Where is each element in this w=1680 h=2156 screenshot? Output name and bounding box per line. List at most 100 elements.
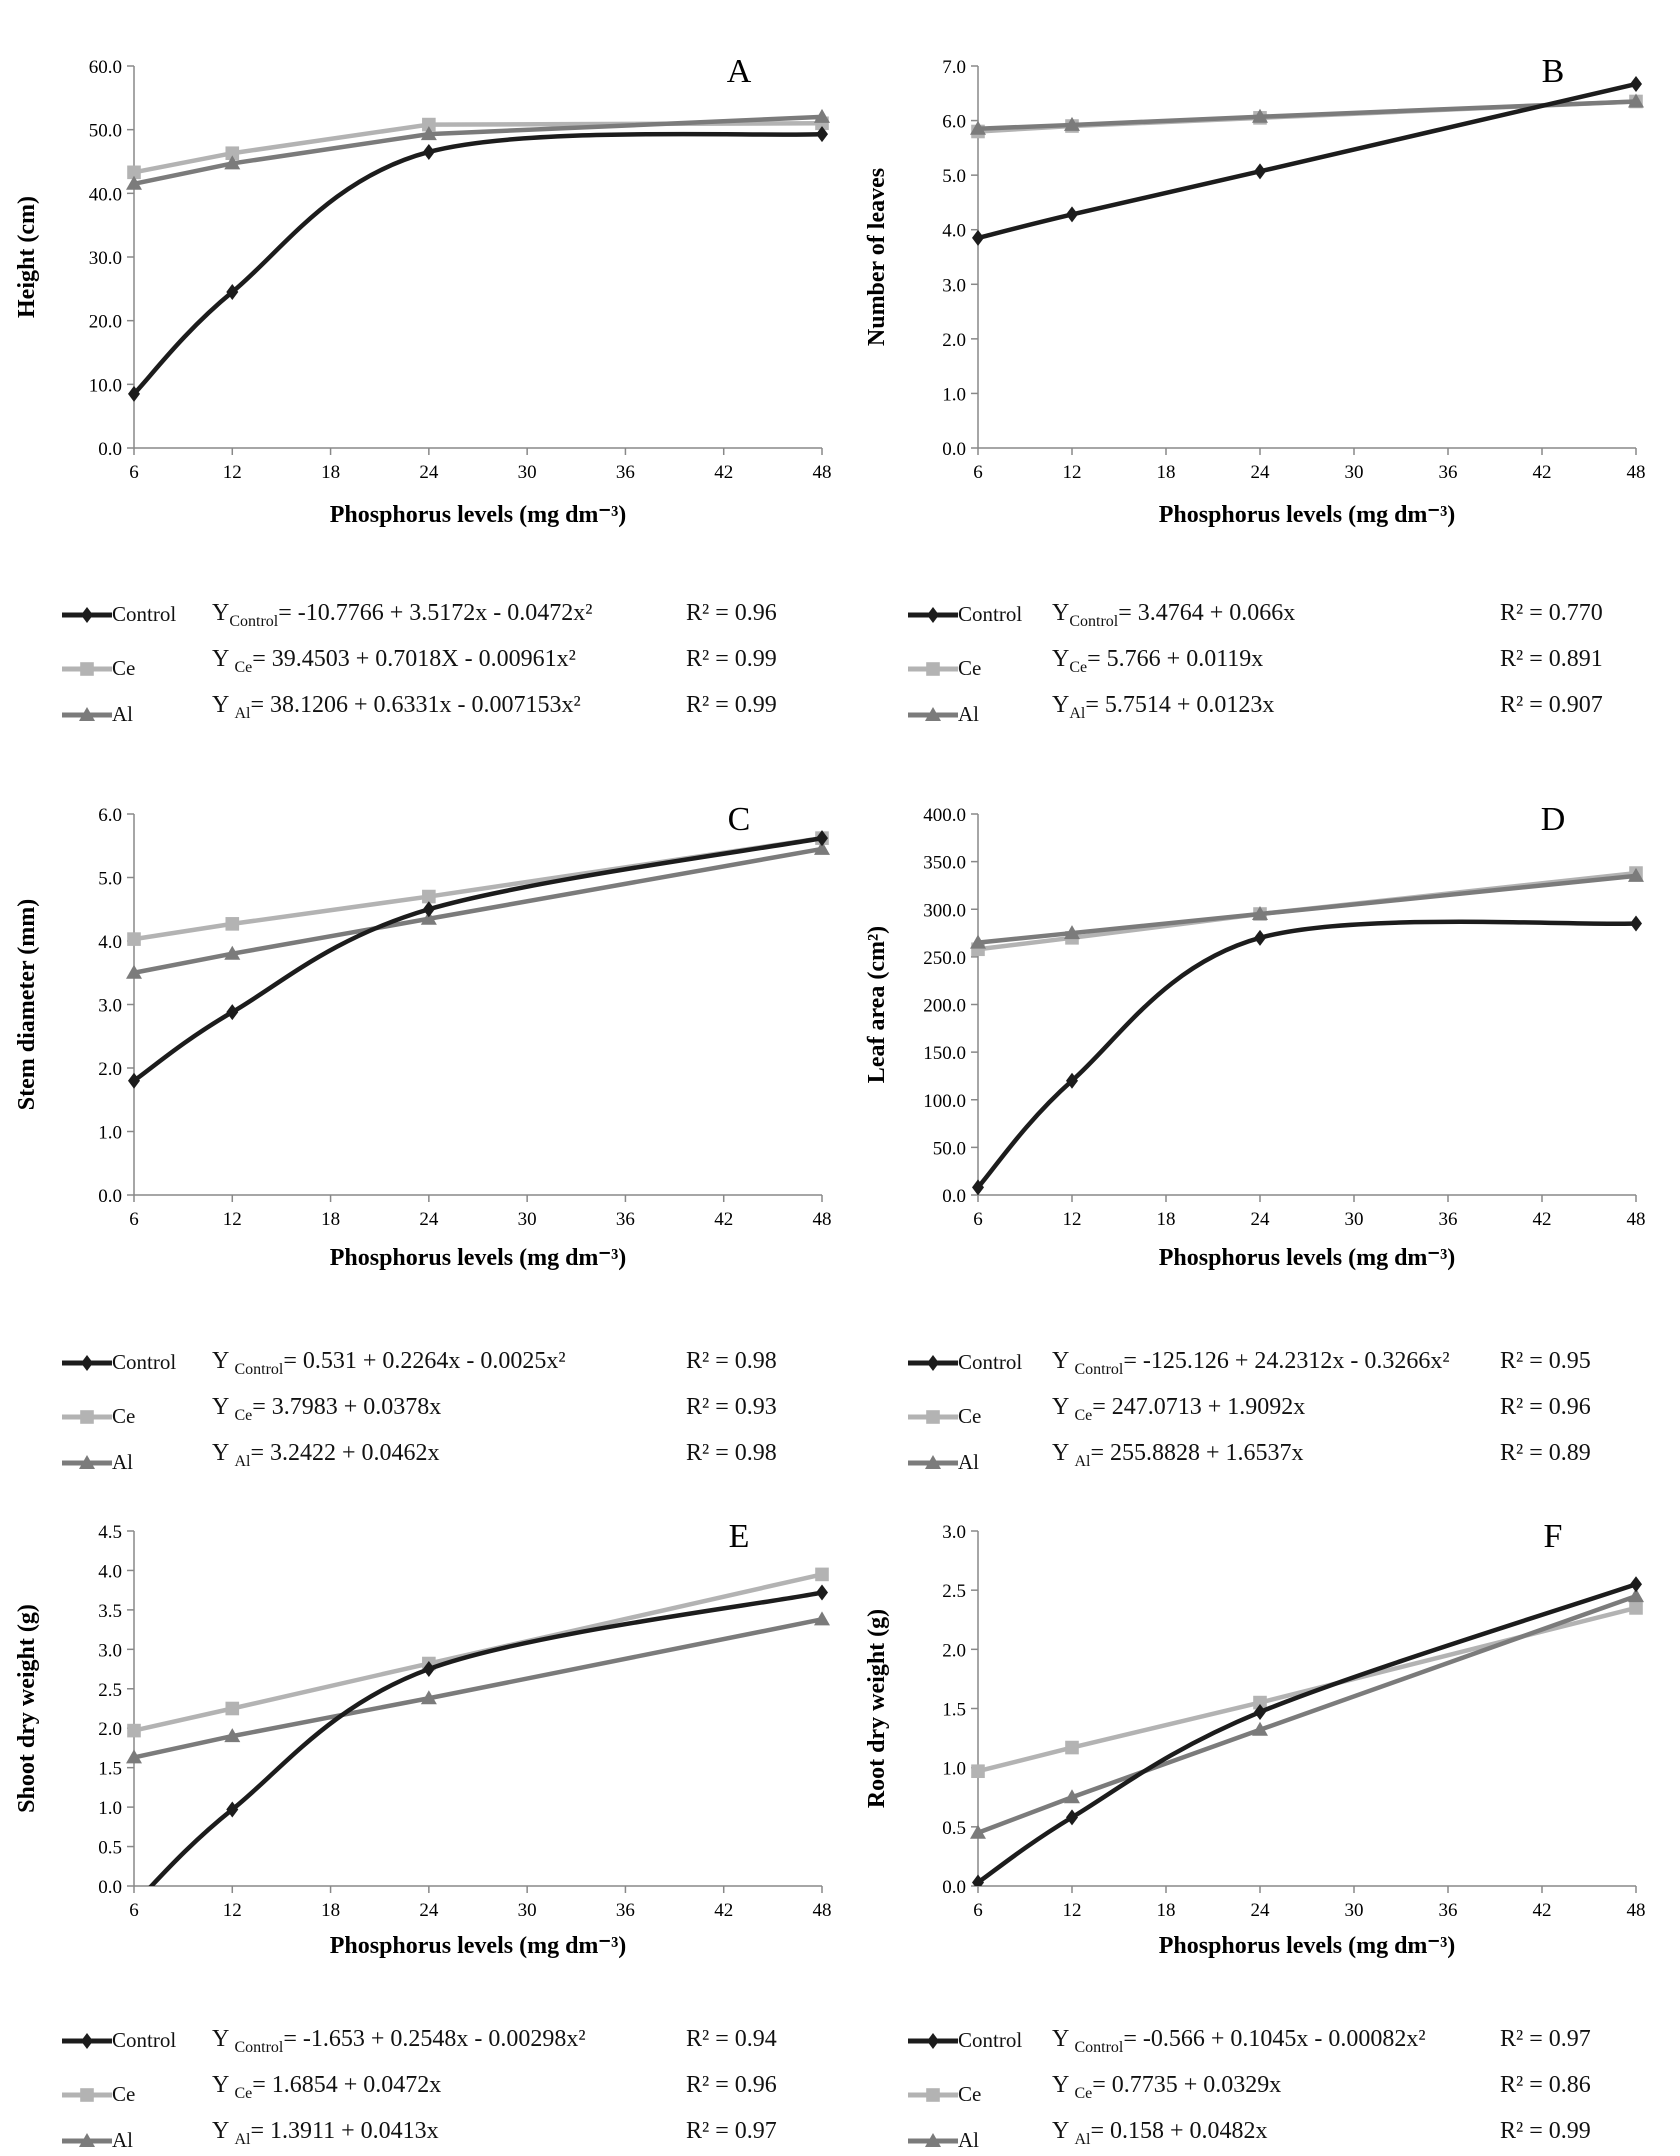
series-line xyxy=(977,99,1637,132)
regression-equation: Y Al= 38.1206 + 0.6331x - 0.007153x² xyxy=(212,692,581,723)
r-squared: R² = 0.891 xyxy=(1500,646,1603,672)
legend-diamond-icon xyxy=(927,2033,939,2049)
data-point xyxy=(226,284,239,301)
y-tick-label: 60.0 xyxy=(89,57,122,78)
y-axis-title: Number of leaves xyxy=(864,168,890,346)
data-point xyxy=(816,830,828,847)
x-tick-label: 12 xyxy=(223,462,242,483)
y-tick-label: 6.0 xyxy=(942,112,966,133)
series-line xyxy=(133,1617,823,1760)
series-line xyxy=(133,1572,823,1733)
y-tick-label: 2.0 xyxy=(942,330,966,351)
eq-subscript: Control xyxy=(234,1360,284,1378)
eq-body: = -10.7766 + 3.5172x - 0.0472x² xyxy=(278,600,593,626)
regression-equation: YAl= 5.7514 + 0.0123x xyxy=(1052,692,1274,723)
y-tick-label: 400.0 xyxy=(923,805,966,826)
y-tick-label: 6.0 xyxy=(98,805,122,826)
eq-y: Y xyxy=(212,2026,235,2052)
legend-label: Al xyxy=(958,702,979,726)
eq-y: Y xyxy=(1052,1394,1075,1420)
y-axis-title: Root dry weight (g) xyxy=(864,1609,890,1808)
eq-subscript: Control xyxy=(1074,1360,1124,1378)
legend-label: Ce xyxy=(958,1404,982,1428)
series-control xyxy=(128,830,828,1089)
legend-marker xyxy=(62,1455,112,1469)
r-squared: R² = 0.89 xyxy=(1500,1440,1591,1466)
eq-subscript: Ce xyxy=(1074,2084,1093,2102)
x-tick-label: 36 xyxy=(616,1209,635,1230)
eq-subscript: Al xyxy=(234,2130,251,2148)
legend-marker xyxy=(62,1410,112,1424)
series-line xyxy=(148,1590,823,1886)
data-point xyxy=(127,1723,141,1738)
y-axis-title: Shoot dry weight (g) xyxy=(14,1604,40,1813)
legend-label: Ce xyxy=(958,656,982,680)
regression-equation: Y Ce= 0.7735 + 0.0329x xyxy=(1052,2072,1281,2103)
data-point xyxy=(422,117,436,132)
y-tick-label: 3.0 xyxy=(98,1640,122,1661)
x-tick-label: 24 xyxy=(1251,1900,1271,1921)
x-tick-label: 24 xyxy=(419,1900,439,1921)
y-tick-label: 30.0 xyxy=(89,248,122,269)
y-axis-title: Leaf area (cm²) xyxy=(864,926,890,1083)
data-point xyxy=(814,840,830,855)
r-squared: R² = 0.770 xyxy=(1500,600,1603,626)
eq-subscript: Control xyxy=(1074,2038,1124,2056)
data-point xyxy=(225,1701,240,1716)
x-tick-label: 12 xyxy=(1063,1900,1082,1921)
eq-body: = 0.7735 + 0.0329x xyxy=(1092,2072,1282,2098)
legend-triangle-icon xyxy=(79,1455,95,1469)
series-control xyxy=(972,1576,1642,1886)
r-squared: R² = 0.97 xyxy=(1500,2026,1591,2052)
x-tick-label: 24 xyxy=(1251,1209,1271,1230)
eq-y: Y xyxy=(212,1348,235,1374)
regression-equation: Y Al= 255.8828 + 1.6537x xyxy=(1052,1440,1304,1471)
y-tick-label: 0.5 xyxy=(942,1818,966,1839)
eq-body: = 0.531 + 0.2264x - 0.0025x² xyxy=(283,1348,566,1374)
data-point xyxy=(815,1567,829,1582)
y-tick-label: 50.0 xyxy=(89,121,122,142)
data-point xyxy=(422,889,436,904)
data-point xyxy=(970,1824,986,1839)
y-tick-label: 20.0 xyxy=(89,312,122,333)
data-point xyxy=(972,1874,984,1886)
eq-body: = 1.6854 + 0.0472x xyxy=(252,2072,442,2098)
regression-equation: Y Control= -1.653 + 0.2548x - 0.00298x² xyxy=(212,2026,586,2057)
x-tick-label: 36 xyxy=(616,462,635,483)
regression-equation: Y Control= -125.126 + 24.2312x - 0.3266x… xyxy=(1052,1348,1450,1379)
legend-label: Ce xyxy=(112,2082,136,2106)
legend-square-icon xyxy=(926,1410,940,1424)
legend-label: Al xyxy=(112,2128,133,2152)
x-tick-label: 6 xyxy=(973,1900,983,1921)
data-point xyxy=(225,146,240,161)
data-point xyxy=(1066,1809,1078,1826)
legend-marker xyxy=(62,2133,112,2147)
eq-body: = -125.126 + 24.2312x - 0.3266x² xyxy=(1123,1348,1450,1374)
x-axis-title: Phosphorus levels (mg dm⁻³) xyxy=(330,1245,627,1271)
data-point xyxy=(1630,76,1642,93)
legend-marker xyxy=(908,2088,958,2102)
regression-equation: Y Al= 3.2422 + 0.0462x xyxy=(212,1440,440,1471)
data-point xyxy=(816,126,828,143)
regression-equation: YControl= -10.7766 + 3.5172x - 0.0472x² xyxy=(212,600,592,631)
eq-body: = 0.158 + 0.0482x xyxy=(1090,2118,1268,2144)
panel-letter: E xyxy=(729,1518,750,1555)
legend-label: Al xyxy=(958,2128,979,2152)
panel-letter: A xyxy=(727,53,752,90)
x-tick-label: 6 xyxy=(129,462,139,483)
x-tick-label: 30 xyxy=(518,1900,537,1921)
eq-body: = 39.4503 + 0.7018X - 0.00961x² xyxy=(252,646,576,672)
regression-equation: Y Ce= 39.4503 + 0.7018X - 0.00961x² xyxy=(212,646,576,677)
eq-body: = -1.653 + 0.2548x - 0.00298x² xyxy=(283,2026,586,2052)
y-tick-label: 50.0 xyxy=(933,1138,966,1159)
y-tick-label: 1.5 xyxy=(98,1759,122,1780)
x-axis-title: Phosphorus levels (mg dm⁻³) xyxy=(1159,502,1456,528)
y-tick-label: 0.0 xyxy=(98,1877,122,1898)
regression-equation: YControl= 3.4764 + 0.066x xyxy=(1052,600,1295,631)
data-point xyxy=(226,1004,239,1021)
x-axis-title: Phosphorus levels (mg dm⁻³) xyxy=(330,1933,627,1959)
legend-triangle-icon xyxy=(79,707,95,721)
eq-subscript: Ce xyxy=(234,1406,253,1424)
series-line xyxy=(976,919,1637,1189)
data-point xyxy=(971,1764,985,1779)
